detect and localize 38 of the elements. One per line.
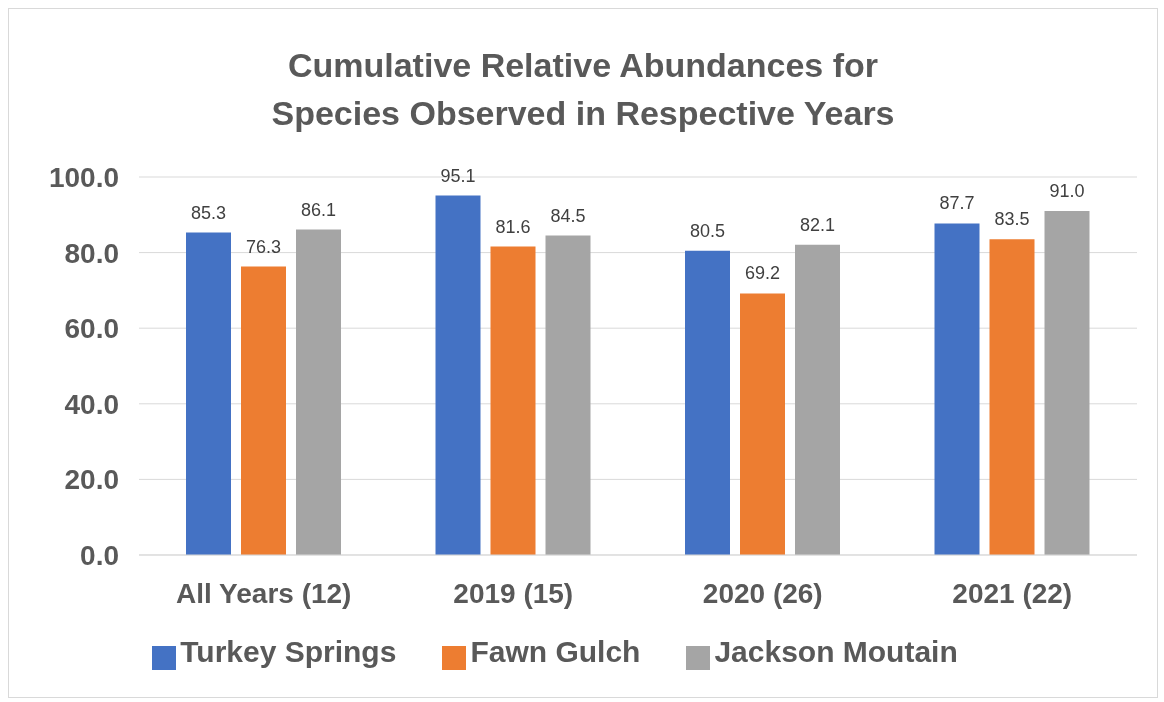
data-label: 82.1 bbox=[799, 214, 836, 235]
chart-title: Cumulative Relative Abundances for Species Observed in Respective Years bbox=[270, 45, 896, 134]
data-label: 81.6 bbox=[495, 216, 531, 237]
bar bbox=[296, 229, 341, 555]
y-tick-label: 100.0 bbox=[48, 161, 119, 193]
data-label: 80.5 bbox=[689, 220, 726, 241]
x-tick-label: 2020 (26) bbox=[702, 577, 823, 609]
data-label: 83.5 bbox=[994, 209, 1030, 230]
data-label: 69.2 bbox=[744, 263, 781, 284]
bar bbox=[934, 223, 980, 555]
data-label: 91.0 bbox=[1049, 181, 1085, 202]
bar bbox=[545, 235, 591, 555]
x-tick-label: All Years (12) bbox=[176, 577, 352, 609]
bar bbox=[241, 266, 286, 555]
y-tick-label: 20.0 bbox=[64, 464, 119, 496]
bar bbox=[435, 195, 481, 555]
bar bbox=[1044, 211, 1090, 555]
bar bbox=[685, 250, 730, 555]
bar bbox=[186, 232, 231, 555]
legend-label: Fawn Gulch bbox=[470, 635, 641, 668]
bar bbox=[795, 244, 840, 555]
y-tick-label: 0.0 bbox=[80, 539, 119, 571]
x-tick-label: 2019 (15) bbox=[453, 577, 574, 609]
data-label: 76.3 bbox=[245, 236, 282, 257]
data-label: 86.1 bbox=[300, 199, 337, 220]
y-tick-label: 80.0 bbox=[64, 237, 119, 269]
data-label: 85.3 bbox=[190, 202, 227, 223]
bar bbox=[490, 246, 536, 555]
y-tick-label: 60.0 bbox=[64, 313, 119, 345]
data-label: 84.5 bbox=[550, 205, 586, 226]
bar bbox=[740, 293, 785, 555]
y-tick-label: 40.0 bbox=[64, 388, 119, 420]
data-label: 95.1 bbox=[440, 165, 476, 186]
bar bbox=[989, 239, 1035, 555]
legend-label: Turkey Springs bbox=[180, 635, 397, 668]
legend-label: Jackson Moutain bbox=[714, 635, 958, 668]
x-tick-label: 2021 (22) bbox=[952, 577, 1073, 609]
data-label: 87.7 bbox=[939, 193, 975, 214]
